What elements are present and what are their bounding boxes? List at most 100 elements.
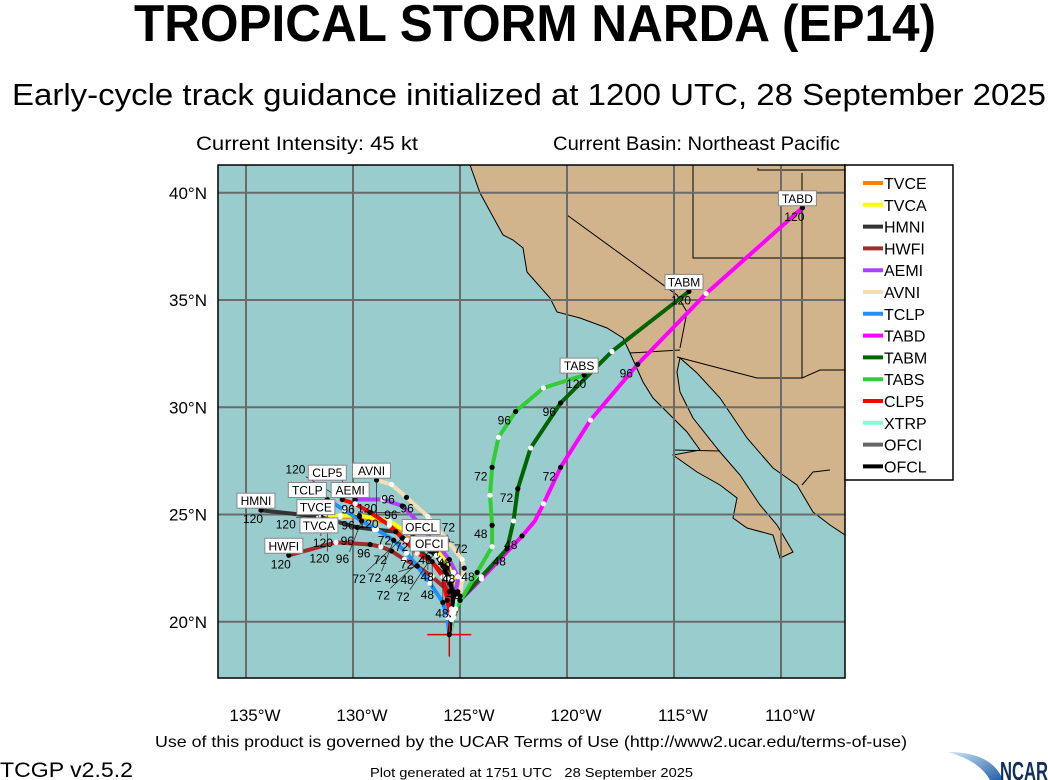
forecast-hour-label: 96 xyxy=(357,547,371,561)
legend-label: TVCA xyxy=(884,198,927,215)
model-label-group: OFCI xyxy=(409,535,449,552)
model-label-group: TABS xyxy=(559,357,599,374)
legend-label: XTRP xyxy=(884,416,927,433)
forecast-hour-label: 48 xyxy=(447,588,461,602)
forecast-hour-label: 120 xyxy=(309,551,329,565)
legend-label: HWFI xyxy=(884,241,925,258)
model-label: TABS xyxy=(564,359,594,373)
model-label-box xyxy=(559,357,599,374)
forecast-hour-label: 48 xyxy=(442,572,456,586)
model-label-group: OFCL xyxy=(401,518,441,535)
lon-tick-label: 130°W xyxy=(336,706,387,725)
forecast-point xyxy=(433,552,440,558)
model-label: AVNI xyxy=(358,464,385,478)
forecast-point xyxy=(448,617,455,623)
forecast-point xyxy=(403,494,410,500)
legend-label: TCLP xyxy=(884,307,925,324)
forecast-point xyxy=(587,417,594,423)
forecast-hour-label: 48 xyxy=(493,554,507,568)
forecast-hour-label: 96 xyxy=(381,492,395,506)
forecast-hour-label: 96 xyxy=(336,552,350,566)
forecast-hour-label: 120 xyxy=(357,501,377,515)
legend-item: TVCE xyxy=(863,176,927,193)
lon-tick-label: 115°W xyxy=(658,706,708,725)
lat-tick-label: 30°N xyxy=(169,398,207,417)
legend-item: OFCL xyxy=(863,459,927,476)
lat-tick-label: 40°N xyxy=(169,184,207,203)
model-label: TABM xyxy=(668,275,700,289)
model-label: HMNI xyxy=(241,494,272,508)
forecast-hour-label: 120 xyxy=(566,377,586,391)
forecast-point xyxy=(455,574,461,580)
forecast-point xyxy=(557,464,564,470)
forecast-point xyxy=(380,496,386,503)
forecast-point xyxy=(438,556,444,563)
forecast-point xyxy=(686,288,692,295)
legend-item: AVNI xyxy=(863,285,920,302)
legend-label: TVCE xyxy=(884,176,927,193)
forecast-hour-label: 48 xyxy=(461,570,475,584)
forecast-point xyxy=(513,408,519,415)
forecast-point xyxy=(286,552,292,558)
model-label: HWFI xyxy=(268,539,299,553)
current-basin: Current Basin: Northeast Pacific xyxy=(553,134,840,155)
forecast-hour-label: 96 xyxy=(384,508,398,522)
forecast-point xyxy=(519,533,525,539)
legend: TVCE TVCA HMNI HWFI AEMI AVNI TCLP TABD TABM TABS… xyxy=(844,164,954,481)
page-title: TROPICAL STORM NARDA (EP14) xyxy=(134,0,936,53)
label-leader-line xyxy=(354,499,358,502)
model-label-box xyxy=(409,535,449,552)
legend-label: TABM xyxy=(884,350,927,367)
current-intensity: Current Intensity: 45 kt xyxy=(196,134,419,155)
forecast-point xyxy=(609,348,615,355)
forecast-hour-label: 96 xyxy=(400,501,414,515)
model-label-group: TABM xyxy=(664,273,704,290)
ncar-logo: NCAR xyxy=(948,752,1048,780)
forecast-point xyxy=(388,481,395,488)
forecast-hour-label: 120 xyxy=(784,210,804,224)
forecast-point xyxy=(703,290,709,297)
ncar-logo-text: NCAR xyxy=(1000,756,1048,780)
forecast-hour-label: 72 xyxy=(442,521,456,535)
model-label: TCLP xyxy=(292,483,323,497)
forecast-hour-label: 120 xyxy=(243,512,263,526)
forecast-point xyxy=(341,507,348,513)
forecast-point xyxy=(367,541,373,548)
forecast-point xyxy=(444,614,450,621)
forecast-point xyxy=(557,400,564,406)
model-label-box xyxy=(664,273,704,290)
lat-tick-label: 20°N xyxy=(169,613,207,632)
forecast-hour-label: 72 xyxy=(378,534,392,548)
model-label-box xyxy=(299,517,339,534)
terms-of-use[interactable]: Use of this product is governed by the U… xyxy=(155,734,907,751)
forecast-hour-label: 72 xyxy=(500,491,514,505)
forecast-hour-label: 72 xyxy=(395,540,409,554)
forecast-point xyxy=(474,569,480,576)
legend-item: TABD xyxy=(863,329,925,346)
label-leader-line xyxy=(390,550,431,589)
legend-label: AVNI xyxy=(884,285,920,302)
plot-generated-time: Plot generated at 1751 UTC 28 September … xyxy=(370,765,693,780)
forecast-hour-label: 72 xyxy=(352,572,366,586)
forecast-point xyxy=(459,576,465,582)
forecast-point xyxy=(425,514,431,520)
model-label: TABD xyxy=(782,192,813,206)
legend-label: HMNI xyxy=(884,220,925,237)
forecast-point xyxy=(455,589,461,595)
model-label: OFCI xyxy=(415,537,444,551)
model-label-box xyxy=(307,464,347,481)
legend-label: TABD xyxy=(884,329,925,346)
gridlines xyxy=(218,165,845,678)
legend-item: TABM xyxy=(863,350,927,367)
forecast-point xyxy=(399,503,405,509)
legend-item: AEMI xyxy=(863,263,923,280)
forecast-point xyxy=(457,593,463,599)
legend-label: TABS xyxy=(884,372,925,389)
forecast-point xyxy=(386,518,392,524)
land xyxy=(469,165,845,559)
model-label-box xyxy=(352,462,392,479)
forecast-point xyxy=(635,361,641,367)
forecast-hour-label: 72 xyxy=(454,542,468,556)
forecast-hour-label: 120 xyxy=(285,463,305,477)
